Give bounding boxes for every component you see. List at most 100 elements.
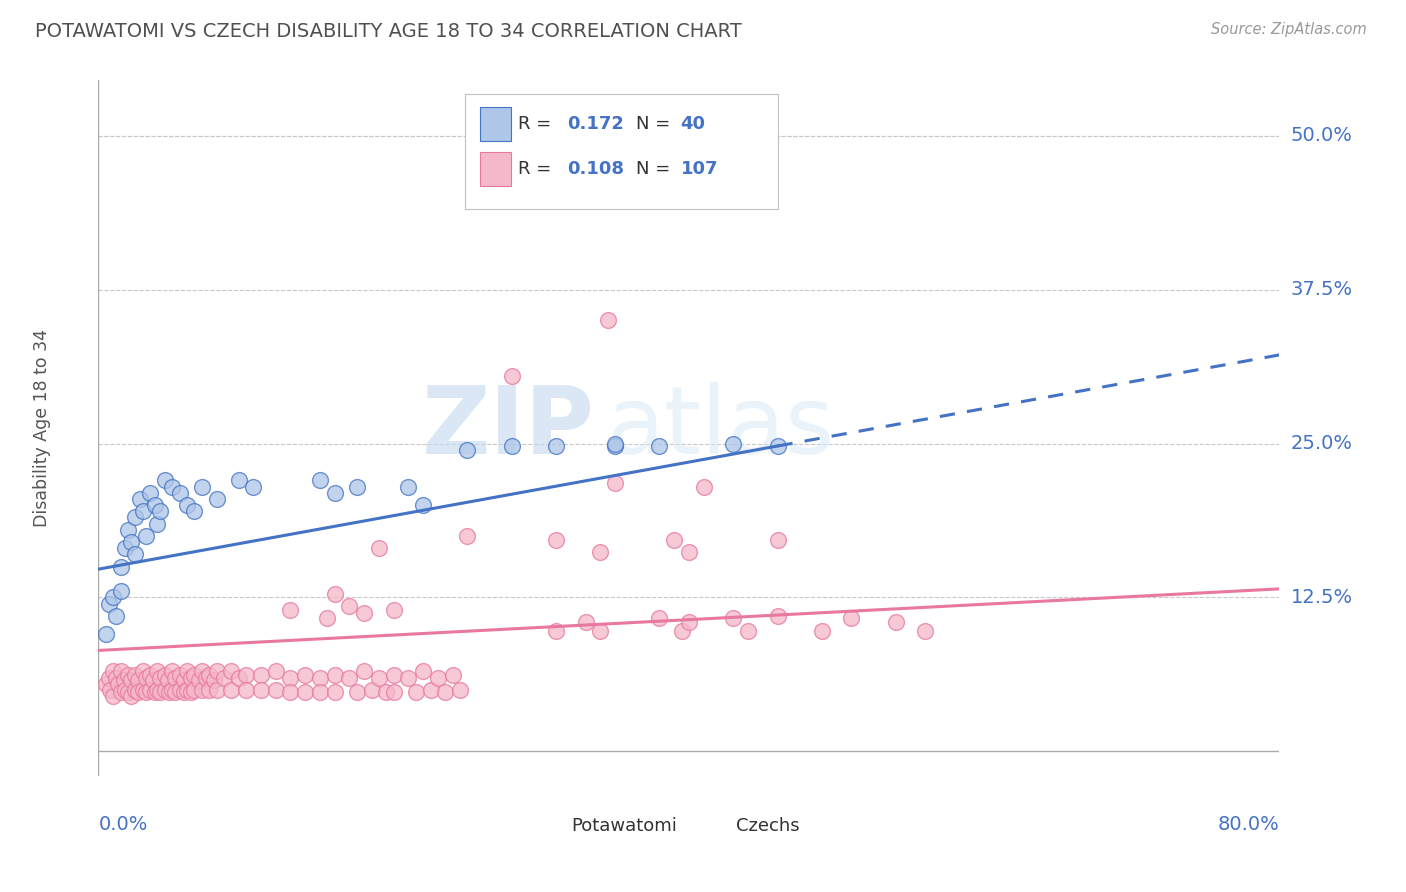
Point [228, 671, 250, 685]
Point [120, 689, 142, 703]
Point [107, 676, 129, 690]
Text: atlas: atlas [606, 382, 835, 475]
Point [153, 474, 176, 488]
Point [235, 682, 257, 697]
Point [412, 665, 434, 679]
Point [841, 611, 863, 625]
Point [124, 548, 146, 562]
Point [766, 533, 789, 547]
Point [685, 190, 707, 204]
Point [723, 436, 745, 450]
Text: Czechs: Czechs [737, 817, 800, 835]
Point [149, 671, 172, 685]
FancyBboxPatch shape [479, 107, 510, 141]
Point [353, 607, 375, 621]
Point [187, 673, 209, 687]
Point [412, 498, 434, 512]
Point [280, 671, 302, 685]
Point [605, 436, 627, 450]
Text: ZIP: ZIP [422, 382, 595, 475]
Point [112, 673, 135, 687]
Point [105, 671, 128, 685]
Point [605, 439, 627, 453]
Point [120, 673, 142, 687]
Point [173, 685, 195, 699]
Point [810, 624, 832, 638]
Point [346, 480, 368, 494]
Point [501, 368, 523, 383]
Point [156, 673, 179, 687]
Point [110, 665, 132, 679]
Point [250, 682, 273, 697]
Point [176, 498, 198, 512]
FancyBboxPatch shape [464, 95, 778, 209]
Point [546, 624, 568, 638]
Point [671, 624, 693, 638]
Point [120, 535, 142, 549]
Point [360, 682, 382, 697]
Point [205, 665, 228, 679]
Point [173, 673, 195, 687]
Point [648, 611, 671, 625]
Text: 12.5%: 12.5% [1291, 588, 1353, 607]
Point [153, 682, 176, 697]
Point [546, 533, 568, 547]
Point [132, 665, 155, 679]
Point [323, 685, 346, 699]
Point [339, 671, 361, 685]
Point [97, 597, 120, 611]
Point [149, 504, 172, 518]
Point [280, 603, 302, 617]
Point [94, 676, 117, 690]
Point [221, 665, 243, 679]
Point [198, 668, 221, 682]
Point [294, 668, 316, 682]
Text: 0.0%: 0.0% [98, 815, 148, 834]
FancyBboxPatch shape [479, 153, 510, 186]
Point [180, 685, 202, 699]
Point [375, 685, 398, 699]
Point [127, 673, 149, 687]
Point [339, 599, 361, 613]
Point [678, 545, 700, 559]
FancyBboxPatch shape [699, 814, 727, 838]
Text: 0.108: 0.108 [567, 161, 624, 178]
Point [103, 689, 125, 703]
Point [114, 541, 136, 556]
Text: 40: 40 [681, 115, 706, 133]
Point [441, 668, 464, 682]
Point [228, 474, 250, 488]
Text: POTAWATOMI VS CZECH DISABILITY AGE 18 TO 34 CORRELATION CHART: POTAWATOMI VS CZECH DISABILITY AGE 18 TO… [35, 22, 742, 41]
Point [191, 480, 214, 494]
Point [195, 671, 218, 685]
Point [678, 615, 700, 629]
Point [117, 685, 139, 699]
Point [323, 668, 346, 682]
Point [142, 673, 165, 687]
Point [153, 668, 176, 682]
Point [212, 671, 235, 685]
Text: Potawatomi: Potawatomi [571, 817, 676, 835]
Text: 37.5%: 37.5% [1291, 280, 1353, 299]
Point [132, 682, 155, 697]
Point [382, 668, 405, 682]
Point [323, 587, 346, 601]
Point [135, 671, 157, 685]
Point [205, 491, 228, 506]
Point [914, 624, 936, 638]
Point [176, 682, 198, 697]
Point [128, 491, 150, 506]
Point [183, 504, 205, 518]
Point [596, 313, 619, 327]
Text: N =: N = [636, 161, 676, 178]
Point [280, 685, 302, 699]
Point [97, 671, 120, 685]
Point [382, 603, 405, 617]
Point [264, 665, 287, 679]
Point [664, 533, 686, 547]
Point [146, 665, 169, 679]
Point [346, 685, 368, 699]
Point [191, 665, 214, 679]
Point [98, 682, 121, 697]
Point [143, 498, 166, 512]
